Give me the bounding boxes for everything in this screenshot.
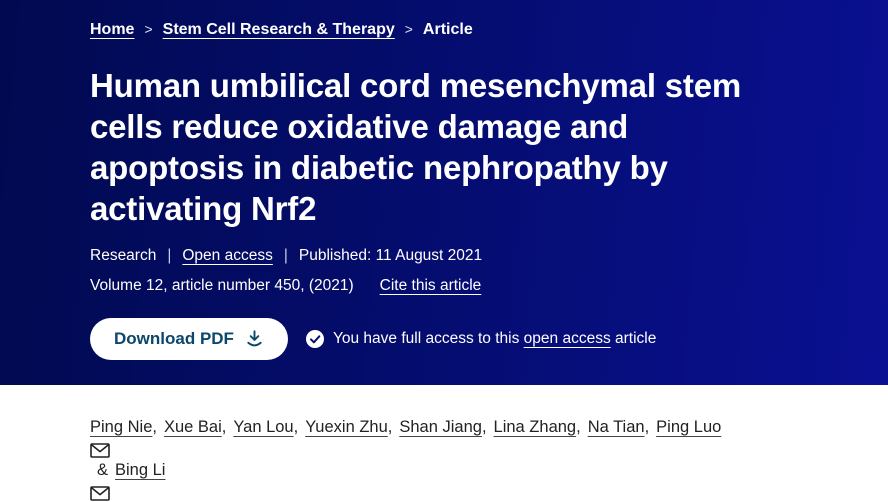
article-title-line: apoptosis in diabetic nephropathy by (90, 148, 668, 186)
divider: | (283, 246, 288, 264)
download-icon (245, 329, 264, 348)
article-title-line: Human umbilical cord mesenchymal stem (90, 67, 741, 104)
author-link[interactable]: Bing Li (115, 460, 166, 479)
author-link[interactable]: Ping Luo (656, 418, 722, 436)
action-row: Download PDF You have full access (90, 317, 798, 360)
author-list: Ping Nie, Xue Bai, Yan Lou, Yuexin Zhu, Shan… (90, 415, 798, 501)
author-separator: , (293, 418, 299, 436)
author-link[interactable]: Lina Zhang (493, 418, 577, 436)
article-category-label: Research (90, 246, 157, 264)
envelope-icon[interactable] (90, 485, 798, 501)
hero-banner: Home > Stem Cell Research & Therapy > Ar… (0, 0, 888, 385)
article-info-section: Ping Nie, Xue Bai, Yan Lou, Yuexin Zhu, Shan… (0, 385, 888, 502)
breadcrumb-journal-link[interactable]: Stem Cell Research & Therapy (162, 21, 395, 38)
author-link[interactable]: Yuexin Zhu (305, 418, 388, 436)
volume-row: Volume 12, article number 450, (2021) Ci… (90, 277, 798, 295)
article-title: Human umbilical cord mesenchymal stem ce… (90, 66, 798, 230)
author-separator: , (387, 418, 393, 436)
article-title-line: activating Nrf2 (90, 189, 317, 227)
breadcrumb-home-link[interactable]: Home (90, 21, 135, 38)
divider: | (167, 246, 172, 264)
chevron-right-icon: > (404, 21, 413, 37)
download-pdf-label: Download PDF (114, 328, 234, 348)
breadcrumb-article-label: Article (422, 21, 473, 38)
author-link[interactable]: Shan Jiang (399, 418, 482, 436)
chevron-right-icon: > (144, 21, 153, 37)
breadcrumb: Home > Stem Cell Research & Therapy > Ar… (90, 21, 798, 39)
open-access-note-link[interactable]: open access (523, 329, 611, 347)
download-pdf-button[interactable]: Download PDF (90, 317, 288, 360)
author-separator: , (576, 418, 581, 436)
author-separator: , (644, 418, 650, 436)
author-link[interactable]: Xue Bai (163, 418, 222, 436)
author-separator: , (221, 418, 227, 436)
envelope-icon[interactable] (90, 442, 798, 458)
cite-this-article-link[interactable]: Cite this article (379, 276, 482, 294)
volume-label: Volume 12, article number 450, (2021) (90, 276, 354, 294)
author-separator: , (481, 418, 487, 436)
author-amp-separator: & (97, 460, 109, 479)
check-circle-icon (305, 329, 324, 348)
article-meta-row: Research | Open access | Published: 11 A… (90, 247, 798, 265)
article-title-line: cells reduce oxidative damage and (90, 107, 629, 145)
access-note-text: You have full access to this open access… (332, 329, 657, 347)
author-link[interactable]: Na Tian (587, 418, 645, 436)
author-link[interactable]: Ping Nie (90, 418, 153, 436)
author-separator: , (152, 418, 157, 436)
open-access-link[interactable]: Open access (182, 246, 273, 264)
author-link[interactable]: Yan Lou (233, 418, 294, 436)
published-date-label: Published: 11 August 2021 (298, 246, 483, 264)
access-note: You have full access to this open access… (305, 329, 657, 348)
